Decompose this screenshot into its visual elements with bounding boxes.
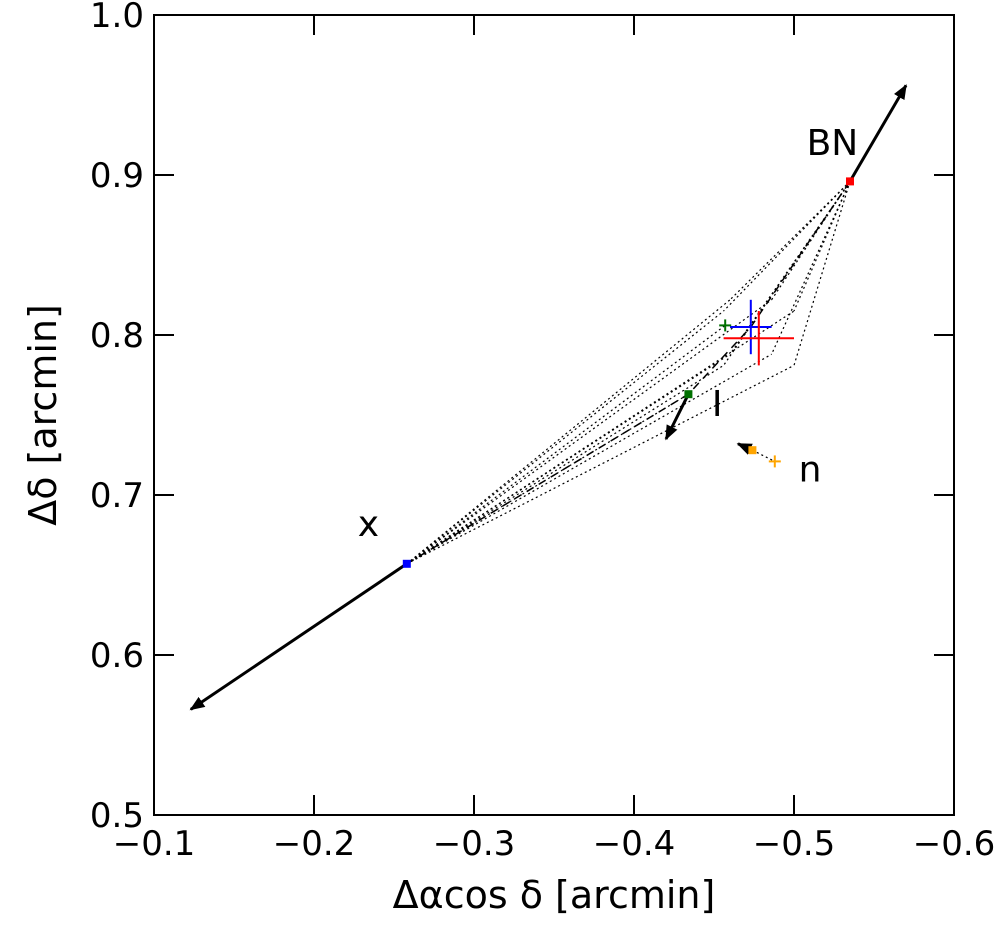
motion-arrow-bn <box>848 84 908 183</box>
y-axis-label: Δδ [arcmin] <box>21 304 65 526</box>
dotted-envelope-line <box>406 353 731 565</box>
trajectory-lines <box>406 180 851 565</box>
source-label-n: n <box>799 449 822 490</box>
source-label-bn: BN <box>807 123 859 164</box>
source-label-i: I <box>712 384 723 425</box>
x-tick-label: −0.6 <box>913 824 996 864</box>
dotted-envelope-line <box>723 180 851 312</box>
dotted-envelope-line <box>771 181 851 301</box>
dotted-envelope-line <box>752 449 776 462</box>
source-point-i <box>684 390 693 399</box>
dotted-envelope-line <box>729 180 851 301</box>
data-marks <box>189 84 908 711</box>
motion-arrow-x <box>189 562 408 711</box>
y-tick-label: 0.6 <box>90 636 144 676</box>
text-labels: −0.1 −0.2 −0.3 −0.4 −0.5 −0.6 0.5 0.6 0.7 0.8 0.9 1… <box>90 0 995 864</box>
y-tick-label: 0.5 <box>90 796 144 836</box>
dashed-trajectory <box>406 180 851 565</box>
dotted-envelope-line <box>723 181 851 366</box>
y-tick-label: 0.8 <box>90 316 144 356</box>
x-tick-label: −0.5 <box>753 824 836 864</box>
dotted-envelope-line <box>406 364 724 565</box>
y-tick-label: 0.7 <box>90 476 144 516</box>
plot-frame <box>153 14 955 816</box>
dotted-envelope-line <box>793 181 851 366</box>
motion-arrow-i <box>664 393 690 441</box>
x-tick-label: −0.4 <box>593 824 676 864</box>
x-axis-label: Δαcos δ [arcmin] <box>393 873 716 917</box>
x-tick-label: −0.3 <box>433 824 516 864</box>
y-tick-label: 1.0 <box>90 0 144 36</box>
y-tick-label: 0.9 <box>90 156 144 196</box>
dotted-envelope-line <box>406 299 731 565</box>
dotted-envelope-line <box>771 181 851 355</box>
x-tick-label: −0.2 <box>273 824 356 864</box>
axis-ticks <box>153 14 955 816</box>
dotted-envelope-line <box>406 353 772 565</box>
source-point-x <box>402 559 411 568</box>
dotted-envelope-line <box>793 181 851 312</box>
x-tick-label: −0.1 <box>113 824 196 864</box>
source-label-x: x <box>358 504 379 545</box>
dotted-envelope-line <box>406 324 726 565</box>
dotted-envelope-line <box>406 299 772 565</box>
dotted-envelope-line <box>406 310 724 565</box>
source-point-n <box>748 446 757 455</box>
source-point-bn <box>846 177 854 186</box>
dotted-envelope-line <box>406 364 795 565</box>
dotted-envelope-line <box>406 310 795 565</box>
